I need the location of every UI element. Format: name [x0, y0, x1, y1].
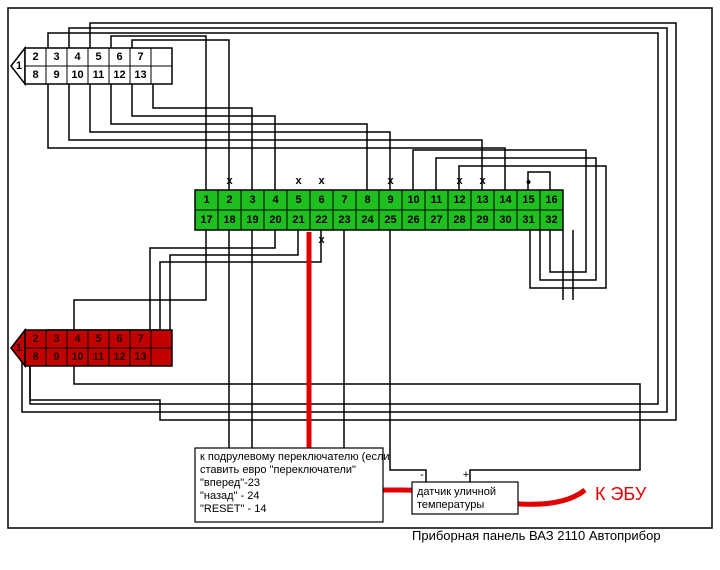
wiring-diagram: 12345678910111213 12345678910111213141516…	[0, 0, 720, 570]
connector-green: 1234567891011121314151617181920212223242…	[195, 175, 563, 246]
connector-red-arrow	[11, 330, 25, 366]
ecu-label: К ЭБУ	[595, 484, 647, 504]
green-xmark-top-12: x	[456, 175, 463, 187]
wires	[22, 23, 676, 482]
sensor-minus: -	[420, 469, 424, 481]
connector-white-arrow	[11, 48, 25, 84]
switch-note-line-4: "RESET" - 14	[200, 503, 267, 515]
wire-7	[111, 84, 367, 190]
green-xmark-top-9: x	[387, 175, 394, 187]
wire-14	[528, 172, 550, 190]
sensor-plus: +	[463, 469, 469, 481]
connector-red: 12345678910111213	[11, 330, 172, 366]
green-xmark-bot-22: x	[318, 234, 325, 246]
sensor-note-line-0: датчик уличной	[417, 486, 496, 498]
green-xmark-top-2: x	[226, 175, 233, 187]
caption: Приборная панель ВАЗ 2110 Автоприбор	[412, 528, 661, 543]
connector-white: 12345678910111213	[11, 48, 172, 84]
green-xmark-top-5: x	[295, 175, 302, 187]
wire-5	[153, 84, 252, 190]
wire-16	[160, 230, 321, 330]
switch-note-line-0: к подрулевому переключателю (если	[200, 451, 390, 463]
switch-note-line-1: ставить евро "переключатели"	[200, 464, 356, 476]
sensor-note: датчик уличнойтемпературы + -	[412, 469, 518, 514]
wire-8	[90, 84, 390, 190]
switch-note-line-2: "вперед"-23	[200, 477, 260, 489]
sensor-note-line-1: температуры	[417, 499, 484, 511]
switch-note-line-3: "назад" - 24	[200, 490, 259, 502]
green-xmark-top-6: x	[318, 175, 325, 187]
switch-note: к подрулевому переключателю (еслиставить…	[195, 448, 390, 522]
wire-15	[170, 230, 298, 339]
green-xmark-top-13: x	[479, 175, 486, 187]
green-dot-top	[527, 180, 531, 184]
wire-22	[390, 230, 426, 482]
